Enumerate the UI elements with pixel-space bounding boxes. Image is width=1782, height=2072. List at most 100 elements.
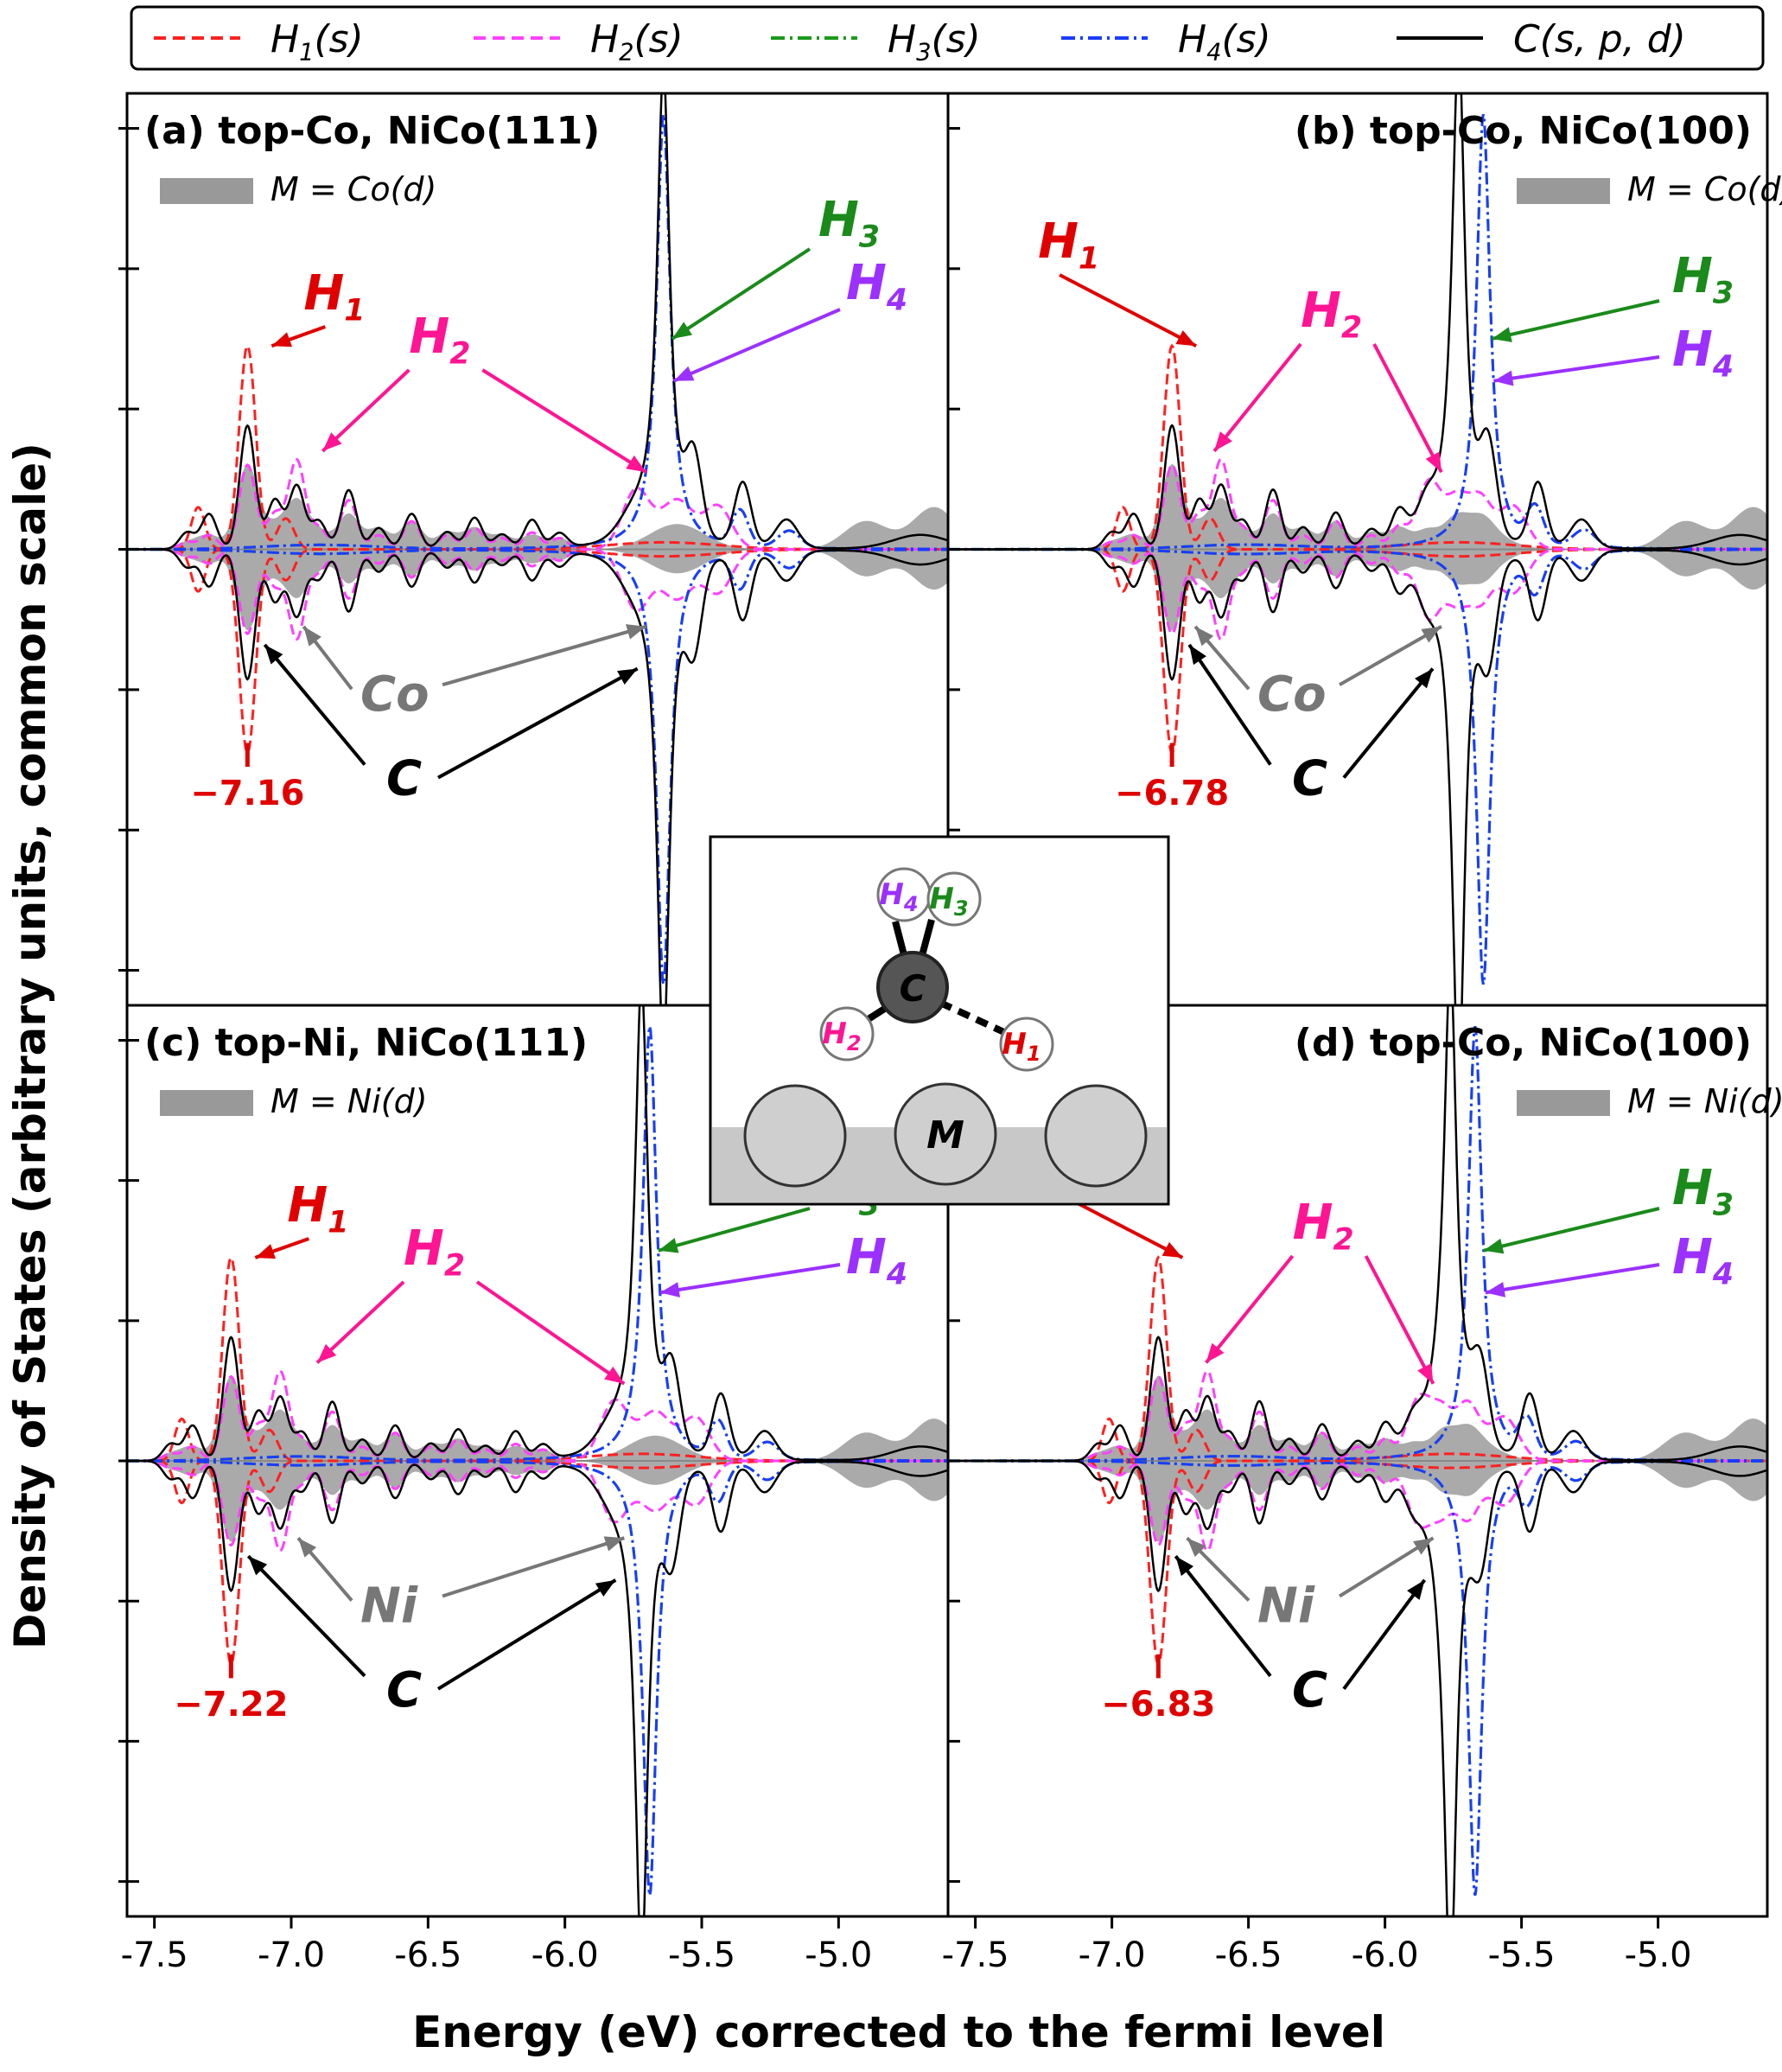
arrow-c-b	[436, 1578, 617, 1691]
metal-legend-label: M = Co(d)	[1627, 170, 1782, 208]
arrow-h4	[1485, 1263, 1660, 1295]
series-H1-up	[948, 343, 1767, 551]
arrow-h2a	[315, 1280, 405, 1364]
series-H3-down	[948, 1459, 1767, 1897]
arrow-c-a	[246, 1554, 366, 1678]
annotation-h3: H3	[818, 192, 880, 254]
arrow-h2a-head	[1214, 431, 1232, 451]
arrow-metal-b-head	[626, 624, 646, 640]
arrow-h4-head	[1493, 370, 1514, 386]
panel-d-title: (d) top-Co, NiCo(100)	[1295, 1021, 1752, 1065]
arrow-h4	[672, 308, 841, 383]
metal-legend-swatch	[1517, 178, 1610, 204]
series-H1-up	[948, 1255, 1767, 1463]
arrow-c-b	[1342, 667, 1435, 779]
x-tick-label: -7.5	[121, 1935, 188, 1975]
annotation-c: C	[1292, 751, 1327, 807]
legend-entry-4: H4(s)	[1061, 17, 1271, 67]
arrow-metal-a-head	[1187, 1538, 1206, 1558]
surface-atom-m	[894, 1082, 997, 1186]
h1-peak-value: −6.78	[1115, 774, 1229, 813]
annotation-h1: H1	[303, 265, 365, 328]
series-C-up	[948, 1005, 1767, 1463]
metal-d-fill-up	[948, 464, 1767, 550]
arrow-c-b-head	[617, 668, 638, 685]
y-axis-title: Density of States (arbitrary units, comm…	[5, 443, 55, 1649]
atom-label-h3: H3	[929, 882, 968, 921]
atom-h3	[926, 871, 982, 927]
arrow-metal-b-head	[603, 1536, 625, 1552]
panel-d: -7.5 -7.0 -6.5 -6.0 -5.5 -5.0 (d) top-Co, NiCo…	[942, 1004, 1782, 1975]
metal-d-fill-down	[127, 549, 948, 631]
arrow-c-b-head	[595, 1579, 616, 1597]
arrow-h2a	[321, 368, 410, 453]
series-H2-up	[948, 457, 1767, 551]
atom-label-h2: H2	[822, 1017, 861, 1055]
annotation-h2: H2	[1293, 1195, 1354, 1257]
atom-label-h4: H4	[879, 877, 918, 916]
arrow-h3-head	[1483, 1238, 1505, 1254]
arrow-c-a-head	[1175, 1556, 1194, 1577]
series-H2-down	[127, 548, 948, 641]
arrow-c-b	[437, 666, 639, 780]
legend-entry-1: H1(s)	[154, 17, 364, 67]
atom-label-m: M	[926, 1113, 964, 1157]
arrow-h2b-head	[1417, 1363, 1434, 1384]
arrow-metal-b	[1339, 625, 1442, 686]
x-tick-label: -6.0	[531, 1935, 599, 1975]
panel-b-plot	[948, 93, 1767, 1005]
panel-c-plot	[127, 1005, 948, 1916]
annotation-c: C	[386, 751, 422, 807]
legend-entry-2: H2(s)	[474, 17, 684, 67]
x-tick-label: -5.5	[668, 1935, 735, 1975]
arrow-h1-head	[1175, 330, 1197, 347]
metal-legend-label: M = Ni(d)	[1627, 1082, 1782, 1120]
series-H2-up	[127, 457, 948, 551]
arrow-h2a	[1212, 342, 1302, 453]
metal-d-fill-down	[948, 549, 1767, 631]
annotation-c: C	[1292, 1662, 1327, 1718]
series-C-down	[948, 1459, 1767, 1916]
x-tick-label: -5.0	[805, 1935, 872, 1975]
annotation-c: C	[386, 1662, 422, 1718]
panel-a-plot	[127, 93, 948, 1005]
series-H2-down	[127, 1459, 948, 1552]
arrow-h2a-head	[322, 432, 342, 451]
annotation-h3: H3	[1672, 248, 1734, 310]
x-tick-label: -5.5	[1488, 1935, 1556, 1975]
arrow-c-a	[263, 643, 366, 766]
h1-peak-value: −7.22	[174, 1685, 288, 1725]
annotation-h1: H1	[287, 1177, 348, 1240]
annotation-h3: H3	[1672, 1160, 1734, 1222]
h1-peak-value: −7.16	[190, 774, 304, 813]
annotation-metal: Co	[1257, 666, 1327, 723]
x-tick-label: -7.5	[942, 1935, 1009, 1975]
panel-d-plot	[948, 1005, 1767, 1916]
metal-d-fill-up	[127, 464, 948, 550]
arrow-h2a	[1205, 1254, 1295, 1364]
arrow-h3-head	[1492, 327, 1512, 342]
annotation-metal: Ni	[360, 1578, 418, 1635]
arrow-c-a-head	[248, 1556, 268, 1576]
h1-peak-value: −6.83	[1101, 1685, 1215, 1725]
series-H1-down	[948, 548, 1767, 755]
series-C-up	[127, 93, 948, 551]
arrow-h2a-head	[317, 1343, 337, 1363]
legend-label-1: H1(s)	[270, 17, 364, 67]
series-H3-down	[127, 1459, 948, 1897]
series-C-up	[127, 1005, 948, 1463]
annotation-h4: H4	[846, 1229, 907, 1291]
arrow-h2b-head	[626, 455, 646, 473]
series-H4-down	[127, 1459, 948, 1897]
arrow-h3	[1491, 299, 1660, 341]
series-H1-down	[127, 548, 948, 755]
arrow-h2b-head	[1425, 451, 1442, 473]
arrow-c-a-head	[1189, 644, 1206, 666]
x-axis-title: Energy (eV) corrected to the fermi level	[412, 2007, 1385, 2057]
series-H4-down	[948, 1459, 1767, 1897]
legend: H1(s) H2(s) H3(s) H4(s) C(s, p, d)	[130, 5, 1765, 71]
arrow-h1-head	[1161, 1241, 1183, 1258]
series-C-down	[127, 1459, 948, 1916]
atom-h1	[999, 1017, 1054, 1072]
arrow-c-a	[1187, 643, 1272, 766]
